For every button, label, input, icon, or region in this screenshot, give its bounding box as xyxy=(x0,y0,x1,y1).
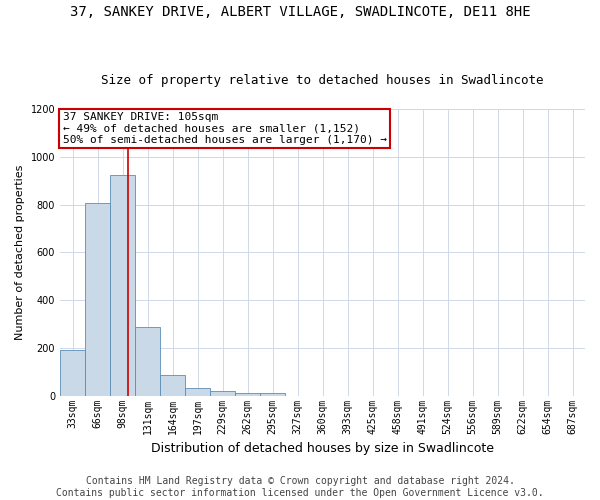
Text: 37 SANKEY DRIVE: 105sqm
← 49% of detached houses are smaller (1,152)
50% of semi: 37 SANKEY DRIVE: 105sqm ← 49% of detache… xyxy=(62,112,386,145)
Bar xyxy=(235,394,260,396)
Bar xyxy=(135,328,160,396)
Bar xyxy=(85,202,110,396)
Title: Size of property relative to detached houses in Swadlincote: Size of property relative to detached ho… xyxy=(101,74,544,87)
Bar xyxy=(185,388,210,396)
Bar xyxy=(60,350,85,396)
Y-axis label: Number of detached properties: Number of detached properties xyxy=(15,164,25,340)
Text: 37, SANKEY DRIVE, ALBERT VILLAGE, SWADLINCOTE, DE11 8HE: 37, SANKEY DRIVE, ALBERT VILLAGE, SWADLI… xyxy=(70,5,530,19)
Text: Contains HM Land Registry data © Crown copyright and database right 2024.
Contai: Contains HM Land Registry data © Crown c… xyxy=(56,476,544,498)
Bar xyxy=(260,394,285,396)
X-axis label: Distribution of detached houses by size in Swadlincote: Distribution of detached houses by size … xyxy=(151,442,494,455)
Bar xyxy=(110,175,135,396)
Bar xyxy=(210,392,235,396)
Bar xyxy=(160,374,185,396)
